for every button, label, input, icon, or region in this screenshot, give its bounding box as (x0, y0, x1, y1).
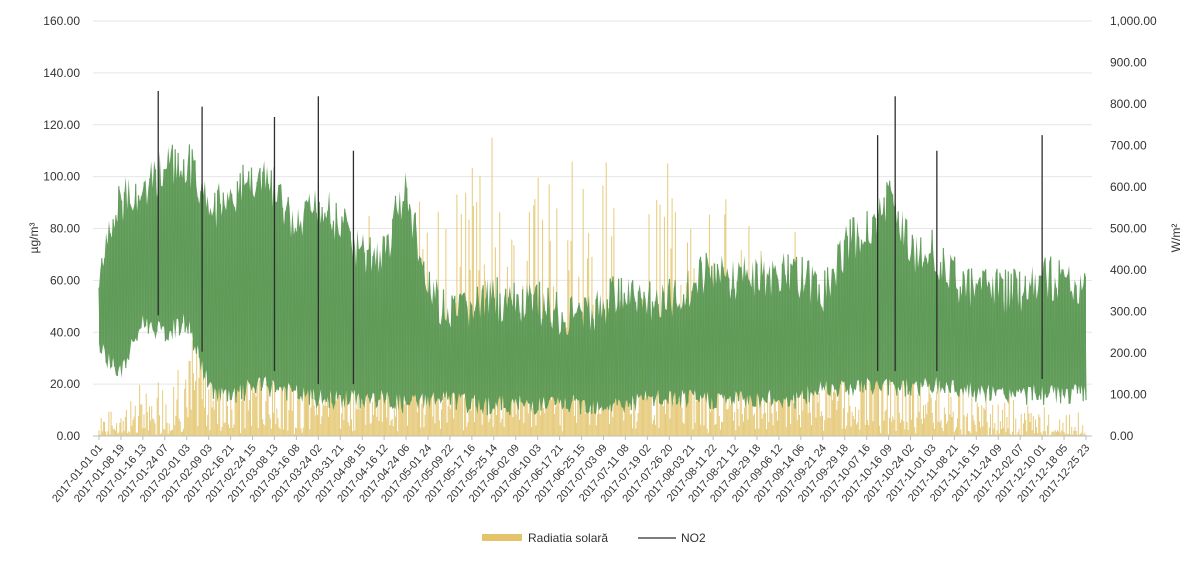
y-axis-right: 0.00 100.00 200.00 300.00 400.00 500.00 600.00… (1110, 14, 1157, 443)
y-left-tick-label: 80.00 (50, 222, 80, 236)
y-right-tick-label: 0.00 (1110, 429, 1134, 443)
y-right-tick-label: 400.00 (1110, 263, 1147, 277)
y-right-tick-label: 300.00 (1110, 305, 1147, 319)
y-right-tick-label: 700.00 (1110, 139, 1147, 153)
no2-line (98, 144, 1087, 416)
y-right-tick-label: 200.00 (1110, 346, 1147, 360)
no2-series (98, 91, 1087, 416)
legend: Radiatia solară NO2 (482, 531, 706, 545)
legend-swatch-solar (482, 534, 522, 541)
y-left-tick-label: 160.00 (43, 14, 80, 28)
y-right-tick-label: 100.00 (1110, 388, 1147, 402)
y-left-tick-label: 60.00 (50, 273, 80, 287)
y-left-tick-label: 40.00 (50, 325, 80, 339)
y-left-tick-label: 100.00 (43, 170, 80, 184)
y-right-tick-label: 900.00 (1110, 56, 1147, 70)
y-left-tick-label: 0.00 (57, 429, 81, 443)
legend-label-solar: Radiatia solară (528, 531, 608, 545)
y-left-tick-label: 20.00 (50, 377, 80, 391)
y-left-tick-label: 120.00 (43, 118, 80, 132)
y-right-tick-label: 500.00 (1110, 222, 1147, 236)
y-right-tick-label: 800.00 (1110, 97, 1147, 111)
y-axis-left-title: µg/m³ (27, 223, 41, 254)
legend-label-no2: NO2 (681, 531, 706, 545)
y-right-tick-label: 600.00 (1110, 180, 1147, 194)
y-axis-left: 0.00 20.00 40.00 60.00 80.00 100.00 120.00 140.… (43, 14, 80, 443)
y-left-tick-label: 140.00 (43, 66, 80, 80)
y-right-tick-label: 1,000.00 (1110, 14, 1157, 28)
y-axis-right-title: W/m² (1169, 224, 1183, 253)
